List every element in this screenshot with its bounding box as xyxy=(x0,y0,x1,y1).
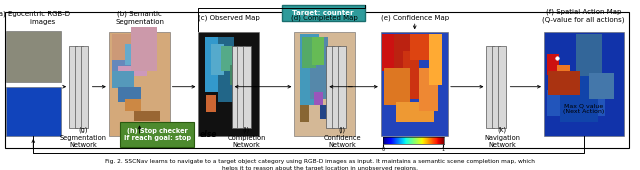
Bar xyxy=(381,32,448,136)
Text: (c) Observed Map: (c) Observed Map xyxy=(198,15,259,21)
Bar xyxy=(576,34,602,76)
Bar xyxy=(314,92,323,105)
Text: (d) Completed Map: (d) Completed Map xyxy=(291,15,358,21)
Bar xyxy=(198,32,259,136)
Text: (k)
Navigation
Network: (k) Navigation Network xyxy=(484,127,520,148)
Bar xyxy=(410,34,429,59)
Bar xyxy=(396,102,434,122)
Bar xyxy=(6,87,61,136)
Bar xyxy=(282,5,365,21)
Bar xyxy=(560,75,598,122)
Bar xyxy=(419,68,438,110)
Bar xyxy=(118,66,147,76)
Bar xyxy=(69,46,77,128)
Bar xyxy=(326,46,334,128)
Bar xyxy=(109,32,170,136)
Text: Target: counter: Target: counter xyxy=(292,10,354,16)
Bar xyxy=(237,46,245,128)
Text: else: else xyxy=(200,130,218,139)
Bar xyxy=(310,37,328,99)
Text: (i)
Completion
Network: (i) Completion Network xyxy=(227,127,266,148)
Bar xyxy=(112,34,131,59)
Bar xyxy=(394,34,413,85)
Bar xyxy=(429,34,442,85)
Bar xyxy=(589,73,614,99)
Bar xyxy=(120,122,194,147)
Bar xyxy=(382,34,398,71)
Bar xyxy=(294,32,355,136)
Bar xyxy=(230,65,246,85)
Text: (a) Egocentric RGB-D
        images: (a) Egocentric RGB-D images xyxy=(0,11,70,25)
Bar xyxy=(232,46,239,128)
Bar xyxy=(6,31,61,82)
Bar xyxy=(131,27,157,71)
Bar xyxy=(125,99,141,110)
Bar xyxy=(75,46,83,128)
Bar xyxy=(338,46,346,128)
Bar xyxy=(312,37,324,65)
Bar xyxy=(548,71,580,95)
Bar xyxy=(134,110,160,121)
Bar xyxy=(81,46,88,128)
Bar xyxy=(118,87,141,102)
Bar xyxy=(403,51,419,99)
Bar xyxy=(486,46,494,128)
Bar xyxy=(243,46,251,128)
Bar xyxy=(544,32,624,136)
Bar xyxy=(125,44,141,65)
Text: (g)
Segmentation
Network: (g) Segmentation Network xyxy=(60,127,107,148)
Bar xyxy=(300,34,319,105)
Text: Max Q value
(Next Action): Max Q value (Next Action) xyxy=(563,103,604,114)
Bar xyxy=(332,46,340,128)
Bar xyxy=(300,105,309,122)
Bar xyxy=(557,65,570,82)
Bar xyxy=(550,73,560,88)
Bar xyxy=(206,95,216,112)
Bar xyxy=(492,46,500,128)
Bar xyxy=(218,37,234,102)
Bar xyxy=(205,37,224,92)
Bar xyxy=(498,46,506,128)
Bar xyxy=(5,12,629,148)
Text: (b) Semantic
Segmentation: (b) Semantic Segmentation xyxy=(115,11,164,25)
Bar xyxy=(384,68,410,105)
Text: Fig. 2. SSCNav learns to navigate to a target object category using RGB-D images: Fig. 2. SSCNav learns to navigate to a t… xyxy=(105,159,535,170)
Bar xyxy=(547,90,605,116)
Text: (e) Confidence Map: (e) Confidence Map xyxy=(381,15,449,21)
Bar xyxy=(547,54,559,75)
Text: (h) Stop checker
If reach goal: stop: (h) Stop checker If reach goal: stop xyxy=(124,128,191,141)
Bar xyxy=(112,34,147,71)
Text: (f) Spatial Action Map
(Q-value for all actions): (f) Spatial Action Map (Q-value for all … xyxy=(543,9,625,23)
Bar xyxy=(112,71,134,88)
Bar xyxy=(302,37,316,68)
Bar xyxy=(211,44,224,75)
Bar xyxy=(221,46,232,71)
Text: (j)
Confidence
Network: (j) Confidence Network xyxy=(324,127,361,148)
Bar xyxy=(320,105,333,119)
